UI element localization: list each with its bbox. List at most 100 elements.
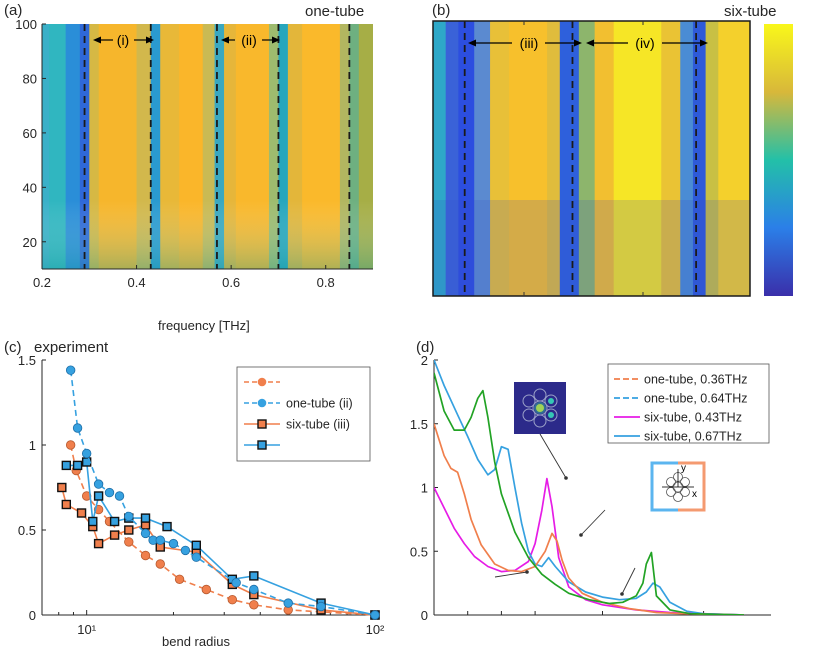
bend-schematic-inset xyxy=(650,461,706,512)
pointer-dots xyxy=(525,476,624,596)
legend-c-marker xyxy=(257,419,267,429)
data-point-circle xyxy=(168,538,179,549)
annotation-iv: (iv) xyxy=(635,35,654,51)
data-point-circle xyxy=(249,600,259,610)
legend-d-label: one-tube, 0.36THz xyxy=(644,373,748,387)
data-point-circle xyxy=(180,545,191,556)
data-point-circle xyxy=(370,610,380,620)
data-point-square xyxy=(191,540,201,550)
x-tick-label-a: 0.2 xyxy=(33,275,51,290)
series-curve-d xyxy=(434,372,745,615)
data-point-circle xyxy=(93,479,104,489)
y-tick-label-a: 60 xyxy=(23,126,37,141)
series-curve-d xyxy=(434,477,745,615)
heatmap-b-dashed-lines xyxy=(463,21,698,296)
panel-label-d: (d) xyxy=(416,339,434,356)
y-tick-label-c: 0 xyxy=(29,608,36,623)
heatmap-b-frame xyxy=(432,20,751,297)
panel-title-a: one-tube xyxy=(305,3,364,20)
y-tick-label-d: 1 xyxy=(421,481,428,496)
x-tick-label-a: 0.8 xyxy=(317,275,335,290)
mode-profile-inset xyxy=(514,382,566,434)
y-tick-label-a: 20 xyxy=(23,235,37,250)
data-point-circle xyxy=(155,535,165,545)
heatmap-a-dashed-lines xyxy=(83,24,351,269)
data-point-circle xyxy=(316,601,326,612)
series-curve-d xyxy=(434,423,745,615)
data-point-square xyxy=(57,482,67,493)
data-point-square xyxy=(93,491,104,501)
data-point-circle xyxy=(104,487,115,498)
panel-label-c: (c) xyxy=(4,339,22,356)
data-point-square xyxy=(124,525,134,535)
data-point-circle xyxy=(174,574,185,585)
x-axis-label-a: frequency [THz] xyxy=(158,318,250,333)
y-tick-label-d: 1.5 xyxy=(410,417,428,432)
heatmap-b-cell xyxy=(578,21,596,296)
data-point-circle xyxy=(201,584,212,595)
data-point-circle xyxy=(140,550,151,561)
legend-c-marker xyxy=(257,440,267,450)
heatmap-b-cell xyxy=(445,21,459,296)
y-tick-label-d: 2 xyxy=(421,353,428,368)
legend-c-label: six-tube (iii) xyxy=(286,418,350,432)
x-tick-label-a: 0.4 xyxy=(128,275,146,290)
heatmap-b-cell xyxy=(474,21,491,296)
y-tick-label-a: 80 xyxy=(23,71,37,86)
data-point-circle xyxy=(283,598,293,608)
panel-a: 0.2 0.4 0.6 0.8 20 40 60 80 100 (a) one-tube fre… xyxy=(4,2,373,333)
data-point-square xyxy=(61,499,72,510)
y-tick-label-c: 1 xyxy=(29,438,36,453)
heatmap-b-cell xyxy=(559,21,580,296)
legend-d-label: one-tube, 0.64THz xyxy=(644,392,748,406)
data-point-circle xyxy=(155,559,165,569)
y-tick-label-d: 0.5 xyxy=(410,544,428,559)
data-point-square xyxy=(72,460,83,471)
legend-c-label: one-tube (ii) xyxy=(286,397,353,411)
legend-d-box xyxy=(607,363,770,444)
panel-d: 0 0.5 1 1.5 2 (d) xyxy=(410,339,771,623)
legend-c-marker xyxy=(257,398,267,408)
colorbar xyxy=(764,24,793,296)
pointer-lines xyxy=(494,433,636,595)
series-line-c xyxy=(61,487,376,616)
data-point-square xyxy=(88,516,98,527)
annotation-iii: (iii) xyxy=(520,35,539,51)
inset-y-label: y xyxy=(681,463,686,474)
data-point-circle xyxy=(249,584,259,595)
data-point-square xyxy=(61,460,72,471)
plot-d-series xyxy=(434,360,745,615)
data-point-square xyxy=(76,508,87,518)
data-point-square xyxy=(109,530,120,540)
heatmap-b-cell xyxy=(490,21,510,296)
x-tick-label-c: 10² xyxy=(366,622,385,637)
data-point-square xyxy=(109,516,120,527)
data-point-circle xyxy=(191,552,201,562)
data-point-square xyxy=(162,521,172,532)
y-tick-label-a: 100 xyxy=(15,17,37,32)
y-tick-label-c: 1.5 xyxy=(18,353,36,368)
heatmap-b-cell xyxy=(705,21,719,296)
heatmap-b-stripes xyxy=(433,21,750,296)
arrow-iv xyxy=(586,39,708,47)
panel-c: 0 0.5 1 1.5 10¹ 10² (c) experiment bend radiu… xyxy=(4,339,385,649)
data-point-circle xyxy=(81,448,92,459)
series-curve-d xyxy=(434,360,745,615)
data-point-square xyxy=(249,571,259,581)
annotation-ii: (ii) xyxy=(241,32,257,48)
data-point-circle xyxy=(65,365,76,375)
heatmap-a-fade xyxy=(42,24,373,269)
heatmap-b-cell xyxy=(433,21,447,296)
data-point-square xyxy=(140,513,151,523)
heatmap-b-cell xyxy=(509,21,548,296)
legend-c: one-tube (ii) six-tube (iii) xyxy=(236,366,371,462)
inset-x-label: x xyxy=(692,489,697,500)
x-axis-label-c: bend radius xyxy=(162,634,230,649)
ticks-a: 0.2 0.4 0.6 0.8 20 40 60 80 100 xyxy=(15,17,334,290)
y-tick-label-d: 0 xyxy=(421,608,428,623)
data-point-circle xyxy=(72,423,83,433)
panel-title-b: six-tube xyxy=(724,3,777,20)
panel-title-c: experiment xyxy=(34,339,109,356)
legend-d-label: six-tube, 0.43THz xyxy=(644,411,742,425)
